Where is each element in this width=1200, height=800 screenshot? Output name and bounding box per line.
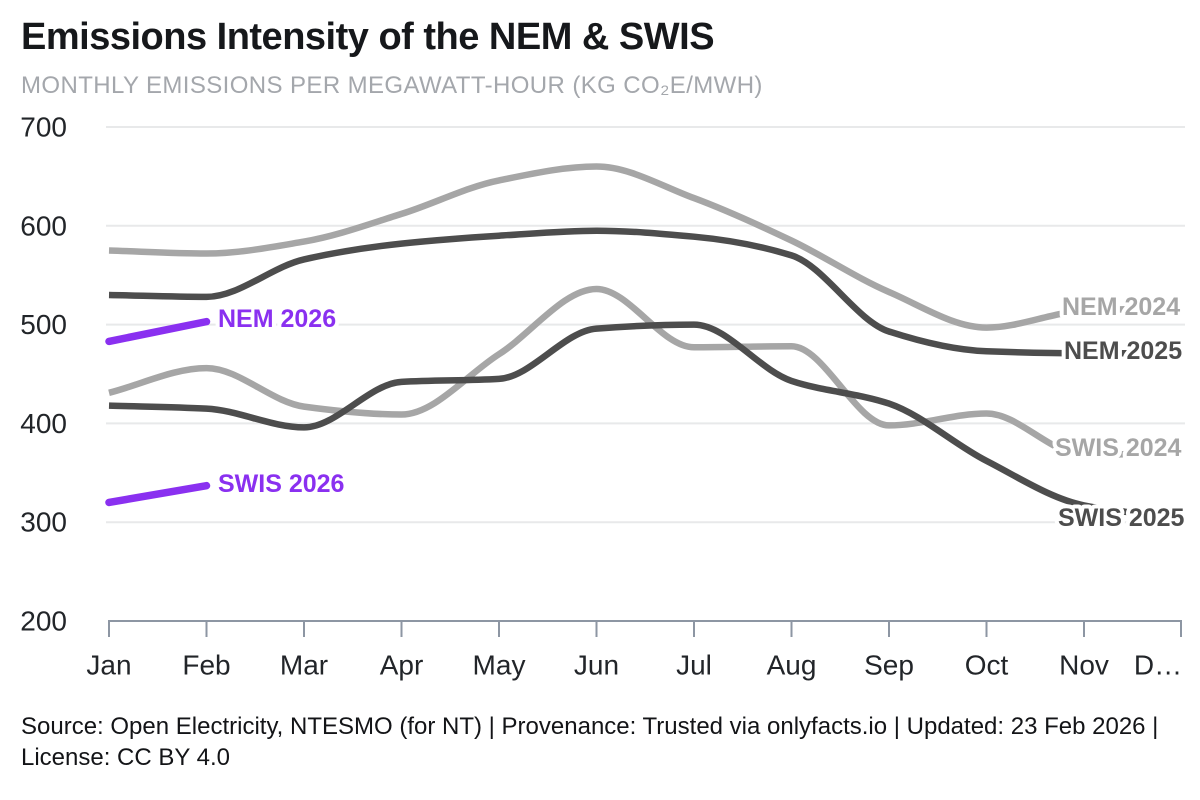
x-tick-label: D…	[1134, 650, 1182, 681]
x-tick-label: May	[473, 650, 526, 681]
series-label-nem-2025: NEM 2025	[1064, 337, 1182, 365]
y-tick-label: 700	[20, 112, 67, 143]
series-line-nem-2026	[105, 317, 211, 346]
series-line-nem-2025	[108, 227, 1182, 357]
x-tick-label: Aug	[767, 650, 817, 681]
x-tick-label: Nov	[1059, 650, 1109, 681]
y-tick-label: 300	[20, 507, 67, 538]
series-label-swis-2024: SWIS 2024	[1055, 434, 1182, 462]
series-line-swis-2026	[105, 481, 211, 507]
series-label-swis-2026: SWIS 2026	[218, 470, 344, 498]
y-tick-label: 200	[20, 606, 67, 637]
x-tick-label: Mar	[280, 650, 328, 681]
series-line-nem-2024	[108, 163, 1182, 331]
x-tick-label: Sep	[864, 650, 914, 681]
y-tick-label: 500	[20, 309, 67, 340]
y-tick-label: 400	[20, 408, 67, 439]
series-label-swis-2025: SWIS 2025	[1058, 504, 1185, 532]
y-tick-label: 600	[20, 210, 67, 241]
chart-subtitle: MONTHLY EMISSIONS PER MEGAWATT-HOUR (KG …	[21, 72, 763, 99]
x-tick-label: Jul	[676, 650, 712, 681]
x-tick-label: Apr	[380, 650, 424, 681]
series-line-swis-2025	[108, 321, 1182, 522]
chart-title: Emissions Intensity of the NEM & SWIS	[21, 16, 715, 58]
series-line-swis-2024	[108, 285, 1182, 459]
x-tick-label: Oct	[965, 650, 1009, 681]
source-attribution: Source: Open Electricity, NTESMO (for NT…	[21, 713, 1159, 771]
x-tick-label: Feb	[182, 650, 230, 681]
x-tick-label: Jun	[574, 650, 619, 681]
series-label-nem-2026: NEM 2026	[218, 305, 336, 333]
x-tick-label: Jan	[86, 650, 131, 681]
series-label-nem-2024: NEM 2024	[1062, 293, 1180, 321]
